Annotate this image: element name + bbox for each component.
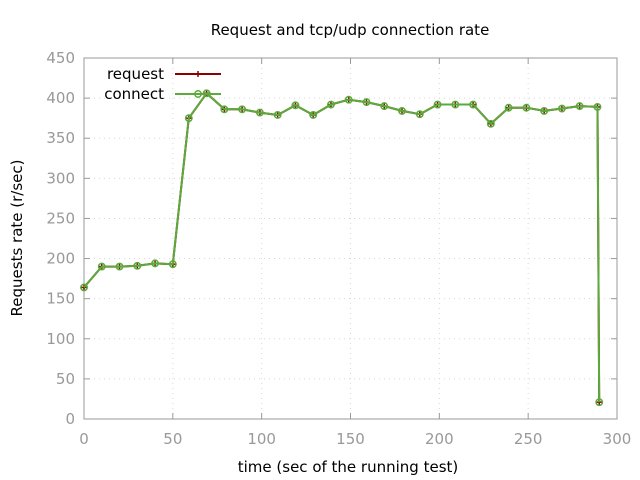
y-tick-label: 300 bbox=[46, 169, 75, 187]
data-point-connect bbox=[593, 102, 602, 111]
data-point-connect bbox=[380, 102, 389, 111]
y-tick-label: 50 bbox=[56, 370, 75, 388]
x-tick-label: 300 bbox=[603, 430, 632, 448]
axis-ticks: 0 50 100 150 200 250 300 0 50 100 150 200 250 300 350 4… bbox=[46, 49, 631, 448]
y-tick-label: 150 bbox=[46, 290, 75, 308]
y-tick-label: 250 bbox=[46, 209, 75, 227]
data-point-connect bbox=[291, 101, 300, 110]
data-point-connect bbox=[238, 105, 247, 114]
data-point-connect bbox=[97, 262, 106, 271]
data-point-connect bbox=[309, 111, 318, 119]
series-layer bbox=[80, 89, 604, 407]
y-tick-label: 100 bbox=[46, 330, 75, 348]
legend-label-connect: connect bbox=[104, 85, 164, 103]
y-tick-label: 400 bbox=[46, 89, 75, 107]
y-axis-title: Requests rate (r/sec) bbox=[8, 160, 26, 317]
data-point-connect bbox=[451, 100, 460, 109]
data-point-connect bbox=[595, 398, 604, 407]
data-point-connect bbox=[327, 100, 335, 109]
data-point-connect bbox=[557, 104, 566, 113]
data-point-connect bbox=[115, 262, 124, 271]
x-tick-label: 100 bbox=[247, 430, 276, 448]
x-tick-label: 150 bbox=[336, 430, 365, 448]
data-point-connect bbox=[540, 106, 549, 115]
x-tick-label: 200 bbox=[425, 430, 454, 448]
x-tick-label: 250 bbox=[514, 430, 543, 448]
x-tick-label: 50 bbox=[163, 430, 182, 448]
data-point-connect bbox=[469, 100, 478, 109]
series-line-request bbox=[83, 92, 601, 403]
data-point-connect bbox=[344, 95, 353, 104]
data-point-connect bbox=[133, 261, 142, 270]
grid bbox=[84, 58, 617, 419]
data-point-connect bbox=[168, 260, 177, 269]
data-point-connect bbox=[80, 283, 88, 292]
y-tick-label: 350 bbox=[46, 129, 75, 147]
series-line-connect bbox=[83, 92, 601, 403]
data-point-connect bbox=[151, 259, 160, 268]
y-tick-label: 450 bbox=[46, 49, 75, 67]
x-axis-title: time (sec of the running test) bbox=[238, 458, 459, 476]
data-point-connect bbox=[273, 111, 282, 119]
data-point-connect bbox=[220, 105, 229, 114]
x-tick-label: 0 bbox=[79, 430, 89, 448]
chart-title: Request and tcp/udp connection rate bbox=[211, 21, 490, 39]
data-point-connect bbox=[433, 100, 442, 109]
data-point-connect bbox=[255, 108, 264, 117]
legend-label-request: request bbox=[107, 65, 164, 83]
data-point-connect bbox=[575, 102, 584, 111]
data-point-connect bbox=[184, 114, 193, 123]
y-tick-label: 200 bbox=[46, 250, 75, 268]
data-point-connect bbox=[398, 106, 406, 115]
data-point-connect bbox=[522, 103, 531, 112]
data-point-request bbox=[81, 284, 87, 291]
legend: request connect bbox=[104, 65, 221, 103]
legend-marker-connect bbox=[194, 90, 202, 98]
y-tick-label: 0 bbox=[65, 410, 75, 428]
data-point-connect bbox=[415, 110, 424, 119]
data-point-connect bbox=[486, 119, 495, 128]
data-point-connect bbox=[362, 98, 371, 107]
data-point-connect bbox=[504, 103, 513, 112]
